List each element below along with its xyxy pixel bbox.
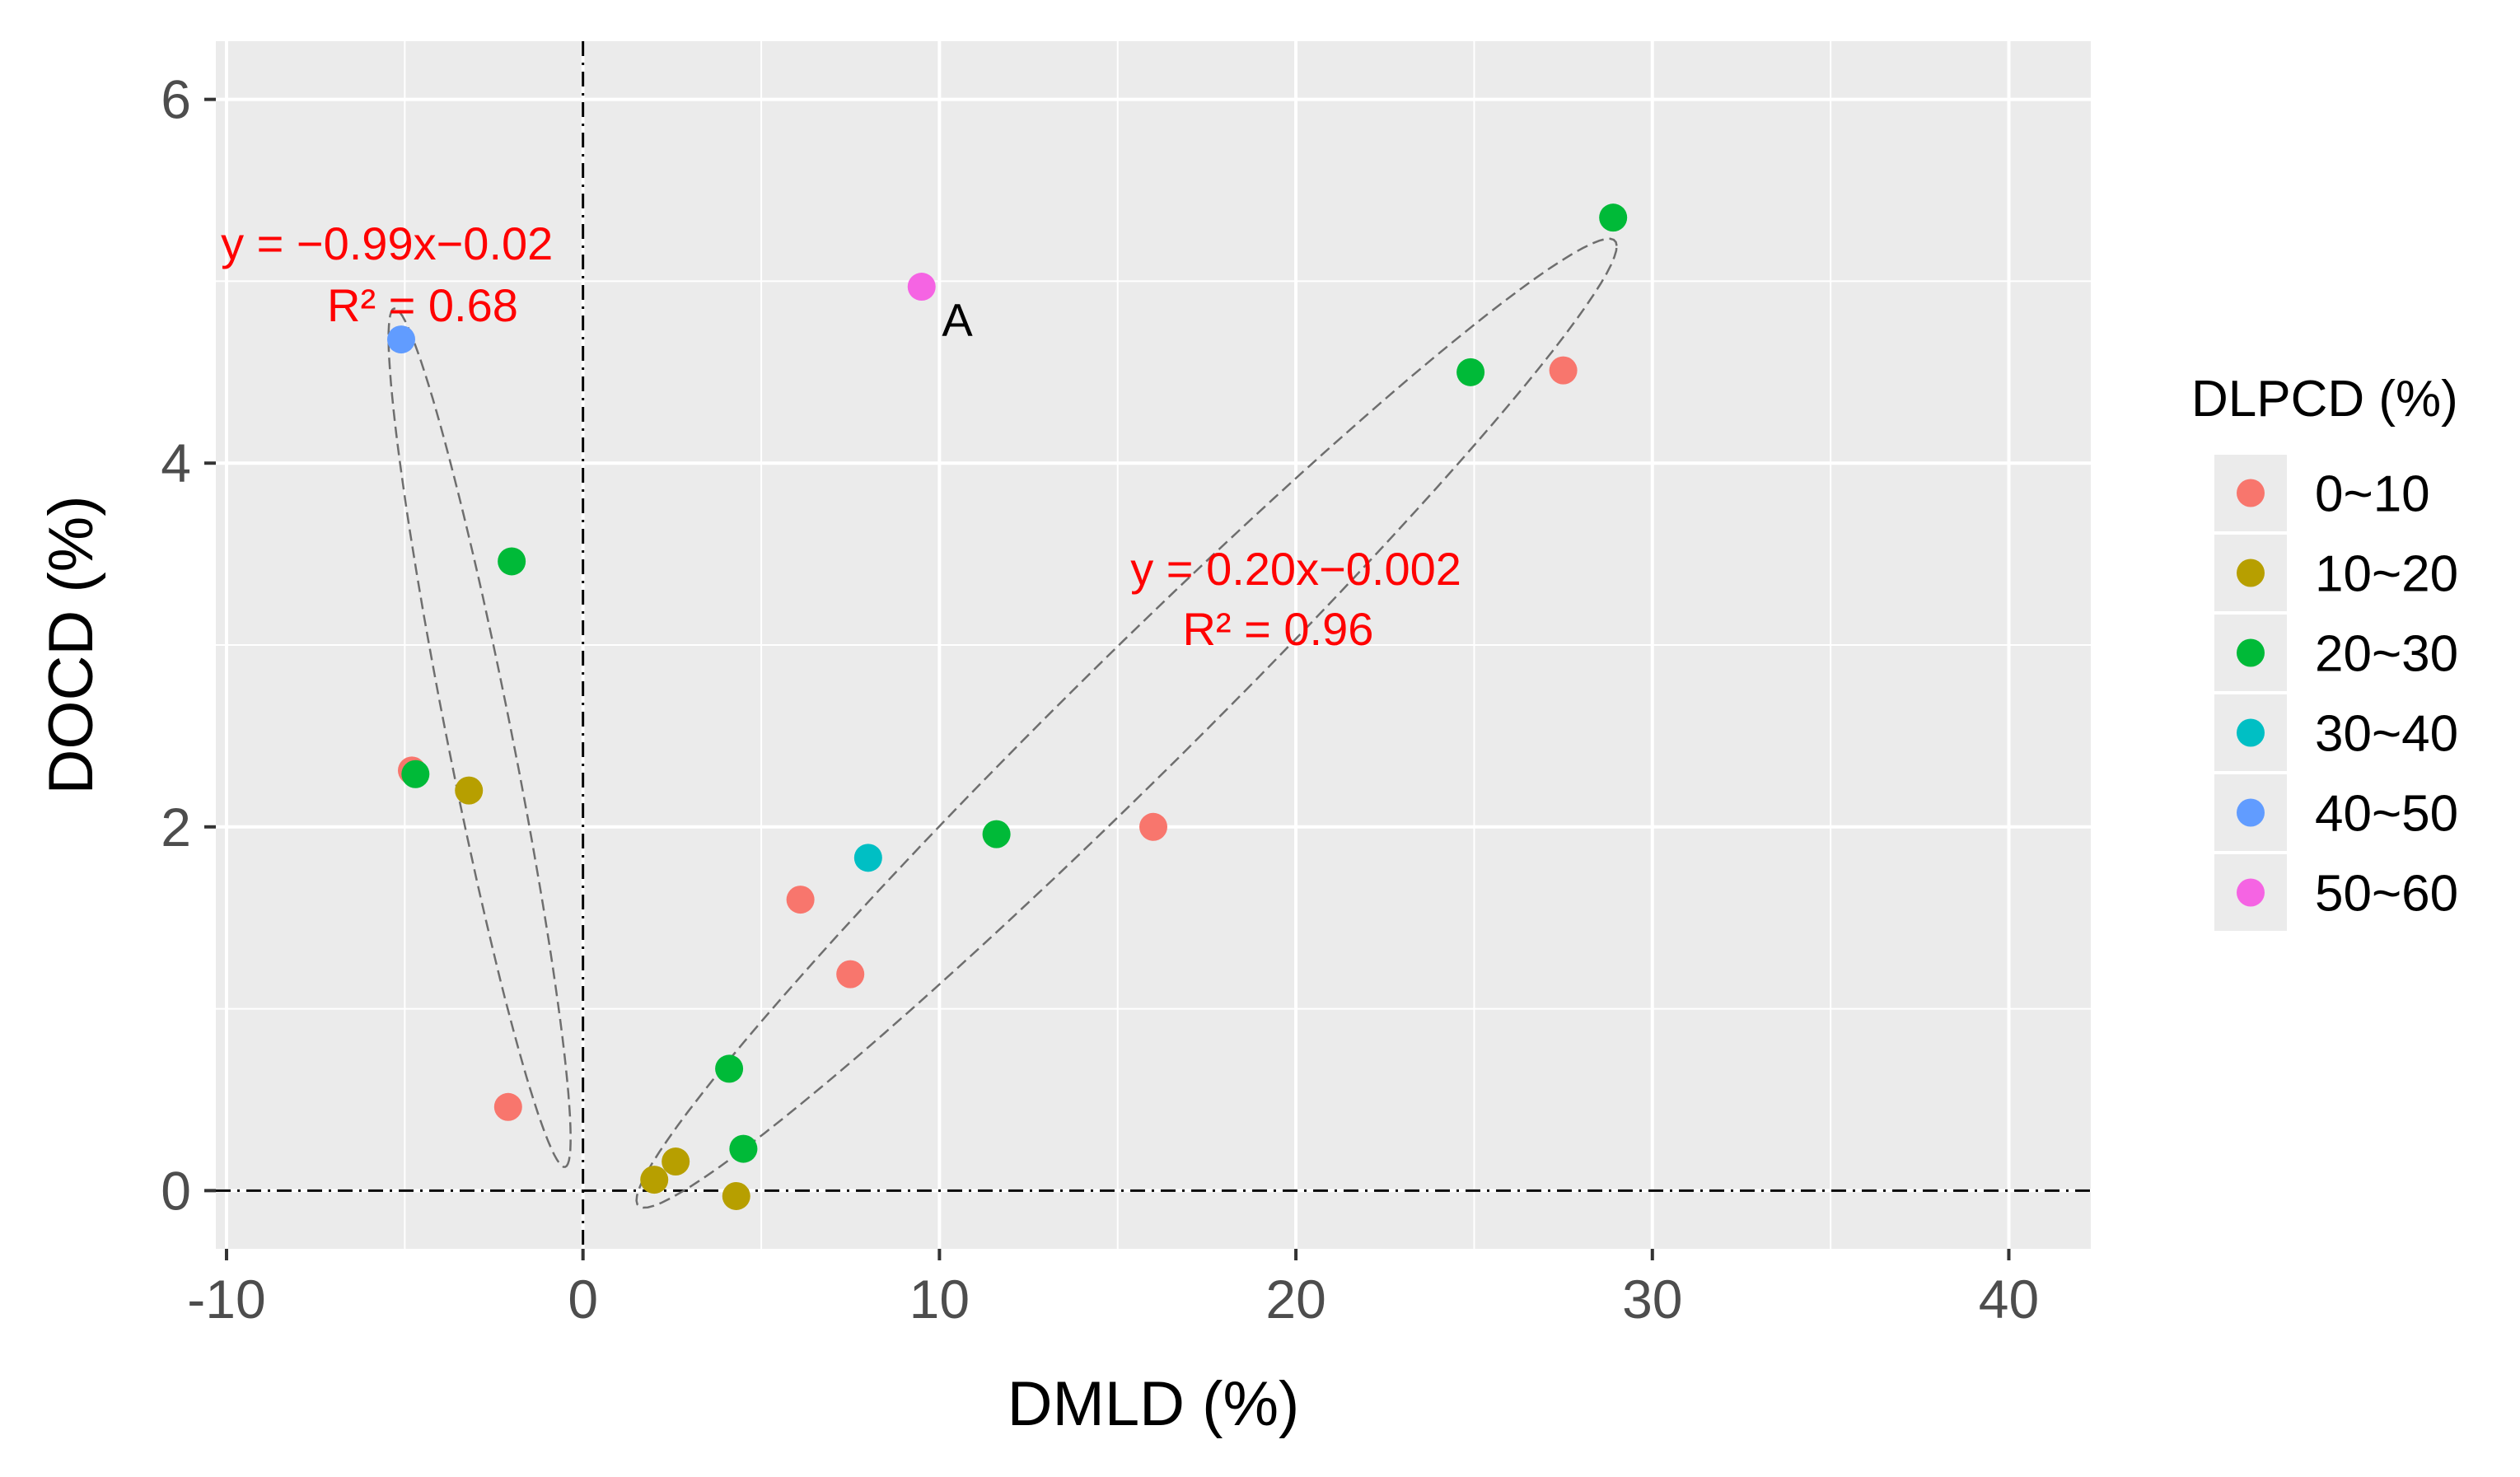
annotations: y = −0.99x−0.02 R² = 0.68 y = 0.20x−0.002 R… <box>221 217 1461 655</box>
x-tick-label: 10 <box>909 1269 970 1330</box>
data-point-50~60 <box>907 273 936 301</box>
x-tick-label: 30 <box>1622 1269 1682 1330</box>
x-tick-label: 20 <box>1265 1269 1325 1330</box>
legend-label: 0~10 <box>2315 466 2430 523</box>
annotation-text: y = 0.20x−0.002 <box>1130 543 1461 595</box>
legend-key-40~50 <box>2237 798 2265 827</box>
legend-label: 30~40 <box>2315 706 2458 763</box>
data-point-0~10 <box>836 960 865 989</box>
legend-label: 10~20 <box>2315 546 2458 603</box>
y-tick-label: 6 <box>161 69 191 130</box>
legend-label: 50~60 <box>2315 866 2458 923</box>
data-point-0~10 <box>1139 812 1167 841</box>
data-point-0~10 <box>1549 356 1578 385</box>
x-axis-title: DMLD (%) <box>1008 1369 1300 1439</box>
data-point-20~30 <box>401 760 430 788</box>
x-tick-label: 0 <box>568 1269 598 1330</box>
x-tick-label: -10 <box>187 1269 265 1330</box>
ellipse-2 <box>635 237 1618 1209</box>
legend-key-30~40 <box>2237 718 2265 747</box>
legend: DLPCD (%) 0~10 10~20 20~30 30~40 40~50 50~60 <box>2191 371 2458 931</box>
legend-title: DLPCD (%) <box>2191 371 2458 428</box>
legend-label: 20~30 <box>2315 626 2458 683</box>
legend-label: 40~50 <box>2315 786 2458 843</box>
y-tick-label: 4 <box>161 432 191 493</box>
ellipse-1 <box>387 307 572 1168</box>
data-point-10~20 <box>640 1166 669 1194</box>
annotation-text: R² = 0.96 <box>1182 603 1373 655</box>
x-tick-label: 40 <box>1979 1269 2039 1330</box>
y-axis-title: DOCD (%) <box>36 495 106 794</box>
data-point-20~30 <box>1456 358 1485 386</box>
legend-key-0~10 <box>2237 479 2265 507</box>
data-point-20~30 <box>729 1134 758 1163</box>
data-point-20~30 <box>498 547 526 576</box>
data-point-20~30 <box>1599 203 1628 232</box>
data-point-10~20 <box>455 776 484 805</box>
annotation-text: y = −0.99x−0.02 <box>221 217 553 269</box>
data-point-40~50 <box>387 325 416 354</box>
confidence-ellipses <box>387 237 1618 1209</box>
data-point-20~30 <box>982 820 1011 848</box>
data-point-20~30 <box>715 1054 744 1083</box>
data-points <box>387 203 1628 1210</box>
legend-key-10~20 <box>2237 559 2265 587</box>
data-point-0~10 <box>786 886 815 914</box>
y-tick-label: 2 <box>161 797 191 858</box>
data-point-30~40 <box>853 844 882 872</box>
annotation-text: A <box>942 294 973 346</box>
axes: -10 0 10 20 30 40 0 2 4 6 <box>161 69 2039 1330</box>
legend-key-20~30 <box>2237 638 2265 667</box>
y-tick-label: 0 <box>161 1160 191 1221</box>
reference-lines <box>216 41 2091 1249</box>
annotation-text: R² = 0.68 <box>327 279 518 331</box>
data-point-0~10 <box>493 1092 522 1121</box>
data-point-10~20 <box>722 1181 750 1210</box>
data-point-10~20 <box>662 1147 690 1176</box>
legend-key-50~60 <box>2237 878 2265 907</box>
